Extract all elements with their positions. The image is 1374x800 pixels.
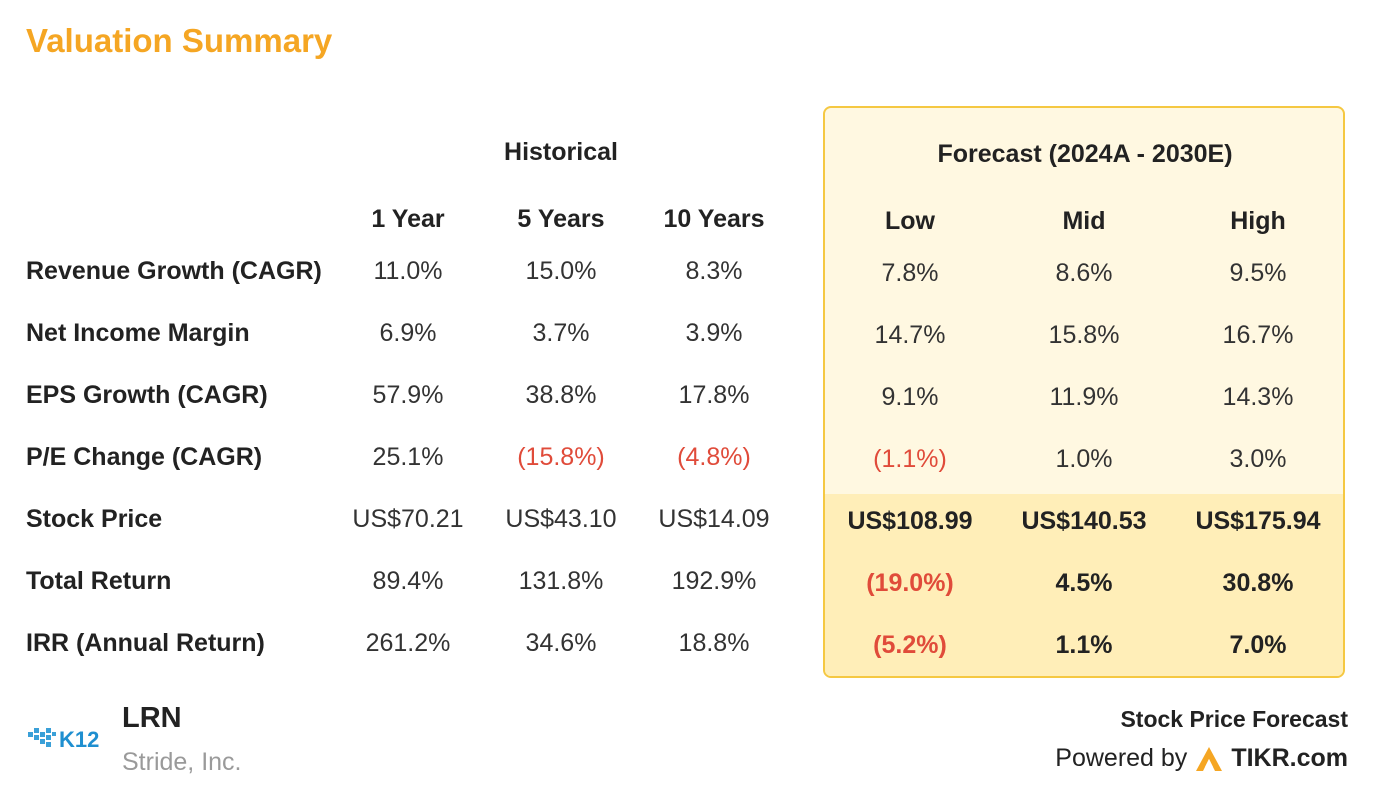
table-cell: 9.1%: [881, 383, 939, 411]
table-cell: (1.1%): [873, 445, 947, 473]
powered-by: Powered by TIKR.com: [1055, 744, 1348, 773]
table-cell: US$108.99: [847, 507, 973, 535]
column-header-1-year: 1 Year: [371, 205, 445, 233]
table-cell: 14.7%: [874, 321, 946, 349]
table-cell: 192.9%: [671, 567, 757, 595]
ticker-symbol: LRN: [122, 702, 182, 734]
table-cell: 261.2%: [365, 629, 451, 657]
historical-group-header: Historical: [504, 138, 618, 166]
column-header-5-years: 5 Years: [517, 205, 605, 233]
forecast-panel: [823, 106, 1345, 678]
k12-logo: K12: [28, 727, 99, 752]
table-cell: US$14.09: [658, 505, 770, 533]
table-cell: (4.8%): [677, 443, 751, 471]
table-cell: 16.7%: [1222, 321, 1294, 349]
table-cell: 30.8%: [1222, 569, 1294, 597]
table-cell: 3.0%: [1229, 445, 1287, 473]
forecast-highlight-band: [825, 494, 1343, 676]
tikr-brand: TIKR.com: [1231, 744, 1348, 772]
column-header-high: High: [1230, 207, 1286, 235]
page-title: Valuation Summary: [26, 22, 333, 59]
table-cell: 7.8%: [881, 259, 939, 287]
row-label: Stock Price: [26, 505, 163, 533]
table-cell: 4.5%: [1055, 569, 1113, 597]
row-label: EPS Growth (CAGR): [26, 381, 268, 409]
powered-by-text: Powered by: [1055, 744, 1188, 772]
row-label: Total Return: [26, 567, 172, 595]
forecast-group-header: Forecast (2024A - 2030E): [937, 140, 1233, 168]
table-cell: 57.9%: [372, 381, 444, 409]
table-cell: US$175.94: [1195, 507, 1321, 535]
table-cell: (19.0%): [866, 569, 954, 597]
table-cell: 25.1%: [372, 443, 444, 471]
table-cell: 8.3%: [685, 257, 743, 285]
table-cell: 15.8%: [1048, 321, 1120, 349]
row-label: Revenue Growth (CAGR): [26, 257, 322, 285]
svg-text:K12: K12: [59, 727, 99, 752]
tikr-logo-icon: [1196, 746, 1223, 771]
table-cell: 14.3%: [1222, 383, 1294, 411]
table-cell: 131.8%: [518, 567, 604, 595]
company-name: Stride, Inc.: [122, 748, 242, 776]
table-cell: 6.9%: [379, 319, 437, 347]
table-cell: 17.8%: [678, 381, 750, 409]
table-cell: 1.1%: [1055, 631, 1113, 659]
table-cell: 3.9%: [685, 319, 743, 347]
table-cell: 11.0%: [373, 257, 443, 285]
table-cell: (15.8%): [517, 443, 605, 471]
table-cell: US$70.21: [352, 505, 464, 533]
column-header-10-years: 10 Years: [663, 205, 765, 233]
row-label: IRR (Annual Return): [26, 629, 265, 657]
table-cell: (5.2%): [873, 631, 947, 659]
table-cell: 1.0%: [1055, 445, 1113, 473]
column-header-low: Low: [885, 207, 935, 235]
table-cell: 7.0%: [1229, 631, 1287, 659]
table-cell: 15.0%: [525, 257, 597, 285]
table-cell: 34.6%: [525, 629, 597, 657]
table-cell: 18.8%: [678, 629, 750, 657]
stock-price-forecast-label: Stock Price Forecast: [1120, 706, 1348, 732]
row-label: P/E Change (CAGR): [26, 443, 263, 471]
column-header-mid: Mid: [1062, 207, 1106, 235]
table-cell: 38.8%: [525, 381, 597, 409]
table-cell: 89.4%: [372, 567, 444, 595]
table-cell: 11.9%: [1049, 383, 1119, 411]
table-cell: US$43.10: [505, 505, 617, 533]
table-cell: 9.5%: [1229, 259, 1287, 287]
table-cell: US$140.53: [1021, 507, 1147, 535]
table-cell: 8.6%: [1055, 259, 1113, 287]
table-cell: 3.7%: [532, 319, 590, 347]
row-label: Net Income Margin: [26, 319, 250, 347]
